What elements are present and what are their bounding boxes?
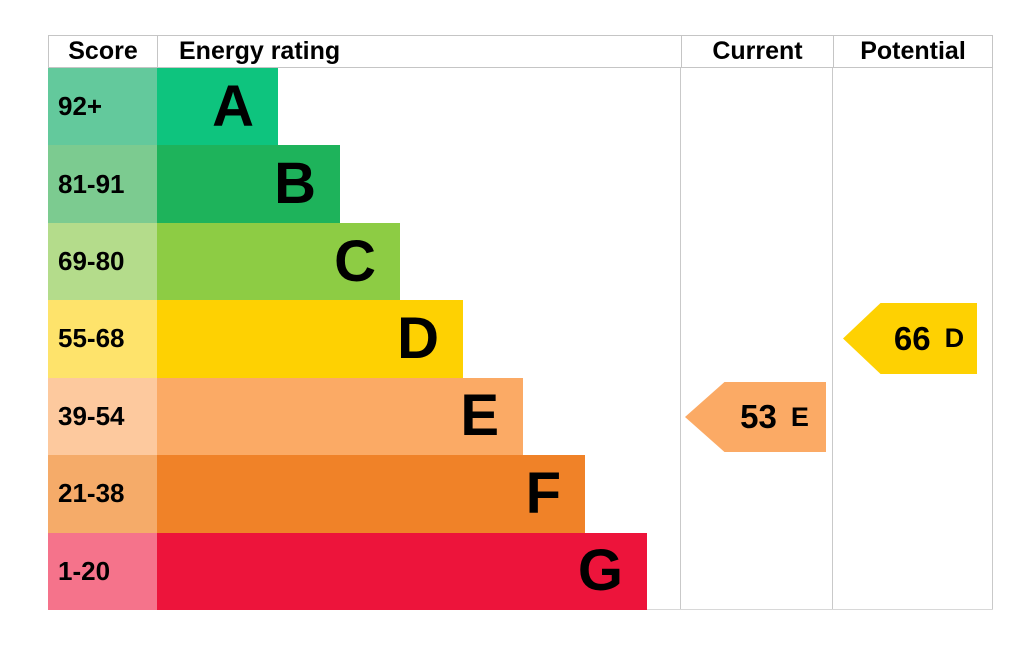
rating-bar-g: G [157, 532, 647, 610]
band-row-b: 81-91 B [48, 145, 681, 223]
band-row-a: 92+ A [48, 68, 681, 146]
divider-energy-current [680, 68, 681, 610]
epc-rating-chart: Score Energy rating Current Potential 92… [48, 35, 993, 610]
band-row-g: 1-20 G [48, 532, 681, 610]
rating-bar-c: C [157, 222, 400, 301]
header-energy-rating: Energy rating [157, 35, 681, 68]
band-row-c: 69-80 C [48, 222, 681, 301]
score-cell-g: 1-20 [48, 532, 157, 610]
band-rows: 92+ A 81-91 B 69-80 C 55-68 D 39-54 E 21… [48, 68, 681, 610]
rating-bar-f: F [157, 455, 585, 533]
rating-bar-d: D [157, 300, 463, 378]
potential-rating-arrow: 66 D [843, 303, 977, 374]
potential-rating-value: 66 [893, 319, 931, 357]
band-row-e: 39-54 E [48, 377, 681, 456]
header-potential: Potential [833, 35, 993, 68]
score-cell-b: 81-91 [48, 145, 157, 223]
chart-header-row: Score Energy rating Current Potential [48, 35, 993, 68]
header-current: Current [681, 35, 833, 68]
band-row-f: 21-38 F [48, 455, 681, 533]
header-score: Score [48, 35, 157, 68]
divider-current-potential [832, 68, 833, 610]
score-cell-c: 69-80 [48, 222, 157, 301]
current-rating-value: 53 [740, 398, 777, 435]
score-cell-d: 55-68 [48, 300, 157, 378]
chart-right-border [992, 68, 993, 610]
current-rating-band: E [790, 401, 809, 432]
score-cell-f: 21-38 [48, 455, 157, 533]
potential-rating-band: D [944, 323, 965, 353]
rating-bar-e: E [157, 377, 523, 456]
current-rating-arrow: 53 E [685, 382, 826, 452]
rating-bar-a: A [157, 68, 278, 146]
score-cell-e: 39-54 [48, 377, 157, 456]
band-row-d: 55-68 D [48, 300, 681, 378]
rating-bar-b: B [157, 145, 340, 223]
score-cell-a: 92+ [48, 68, 157, 146]
